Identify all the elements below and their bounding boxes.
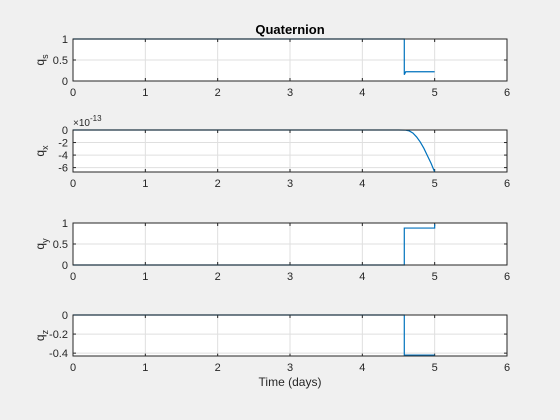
y-tick-label: -0.2 (49, 329, 68, 341)
y-axis-label-base: q (33, 243, 47, 250)
y-tick-label: 0 (62, 125, 68, 137)
y-tick-label: 0.5 (53, 239, 68, 251)
y-tick-label: -0.4 (49, 348, 68, 360)
x-tick-label: 6 (504, 87, 510, 99)
y-axis-label: qs (33, 54, 50, 66)
x-tick-label: 2 (215, 362, 221, 374)
x-tick-label: 2 (215, 178, 221, 190)
y-axis-label-subscript: x (40, 145, 50, 150)
y-axis-label-subscript: y (40, 238, 50, 243)
x-tick-label: 1 (142, 178, 148, 190)
x-tick-label: 5 (432, 178, 438, 190)
y-axis-label: qx (33, 145, 50, 157)
y-axis-exponent: ×10-13 (73, 114, 102, 129)
x-tick-label: 5 (432, 271, 438, 283)
x-tick-label: 4 (359, 178, 365, 190)
axes-box (72, 222, 508, 266)
y-axis-label: qz (33, 329, 50, 341)
y-tick-label: 0 (62, 76, 68, 88)
y-axis-label-base: q (33, 334, 47, 341)
x-tick-label: 0 (70, 362, 76, 374)
y-tick-label: 0 (62, 260, 68, 272)
subplot-3: 0 1 2 3 4 5 6 0 0.5 1 qy (33, 218, 510, 283)
x-tick-label: 4 (359, 362, 365, 374)
x-tick-label: 5 (432, 87, 438, 99)
x-tick-label: 0 (70, 87, 76, 99)
x-tick-label: 6 (504, 178, 510, 190)
x-tick-label: 6 (504, 271, 510, 283)
x-tick-label: 3 (287, 271, 293, 283)
axes-box (72, 38, 508, 82)
x-tick-label: 4 (359, 271, 365, 283)
x-tick-label: 3 (287, 178, 293, 190)
x-tick-label: 1 (142, 87, 148, 99)
subplot-2: 0 1 2 3 4 5 60-2-4-6qx×10-13 (33, 114, 510, 190)
y-tick-label: -4 (58, 150, 68, 162)
x-tick-label: 3 (287, 87, 293, 99)
y-tick-label: 1 (62, 218, 68, 230)
x-tick-label: 1 (142, 362, 148, 374)
x-tick-label: 4 (359, 87, 365, 99)
y-tick-label: 0 (62, 310, 68, 322)
y-tick-label: -2 (58, 138, 68, 150)
x-tick-label: 6 (504, 362, 510, 374)
exponent-base: ×10 (73, 118, 90, 129)
x-tick-label: 0 (70, 271, 76, 283)
y-axis-label-subscript: z (40, 329, 50, 334)
axes-box (72, 129, 508, 173)
x-axis-label: Time (days) (259, 375, 322, 389)
y-axis-label-base: q (33, 150, 47, 157)
chart-title: Quaternion (255, 22, 324, 37)
y-axis-label: qy (33, 238, 50, 250)
x-tick-label: 2 (215, 87, 221, 99)
y-tick-label: 0.5 (53, 55, 68, 67)
x-tick-label: 1 (142, 271, 148, 283)
x-tick-label: 3 (287, 362, 293, 374)
x-tick-label: 0 (70, 178, 76, 190)
y-tick-label: -6 (58, 163, 68, 175)
axes-box (72, 314, 508, 357)
subplot-1: 0 1 2 3 4 5 6 0 0.5 1 qs Quaternion (33, 22, 510, 99)
y-tick-label: 1 (62, 34, 68, 46)
x-tick-label: 5 (432, 362, 438, 374)
x-tick-label: 2 (215, 271, 221, 283)
y-axis-label-base: q (33, 59, 47, 66)
y-axis-label-subscript: s (40, 54, 50, 59)
exponent-power: -13 (90, 114, 102, 123)
